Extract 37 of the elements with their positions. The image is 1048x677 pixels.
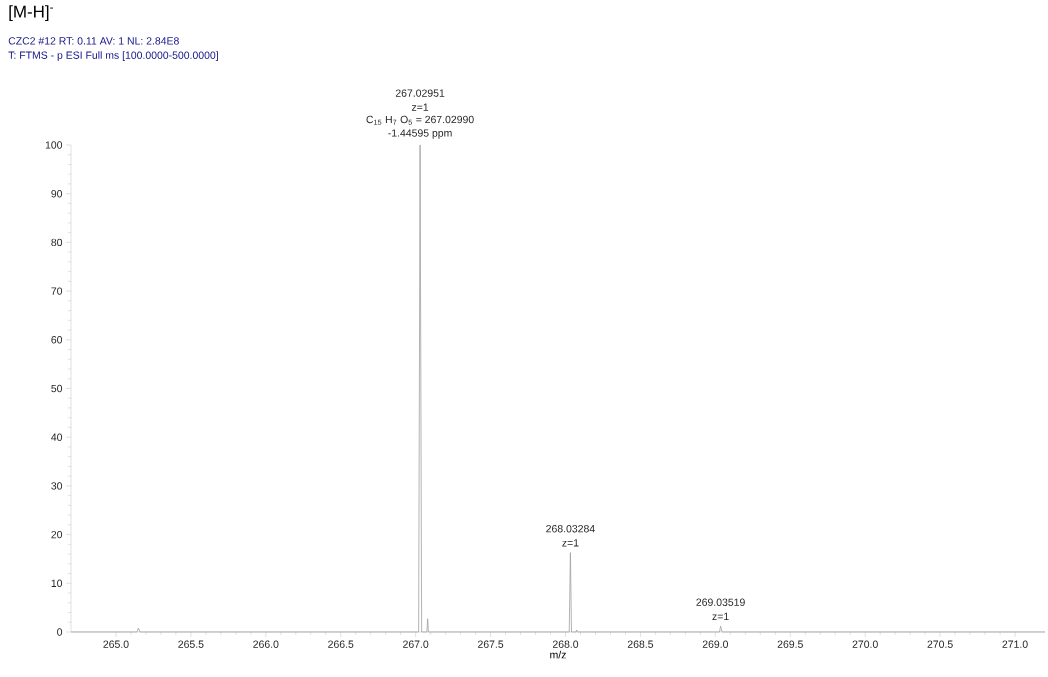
x-tick-label: 269.5 <box>777 640 803 648</box>
y-tick-label: 20 <box>51 530 63 539</box>
y-tick-label: 70 <box>51 287 63 295</box>
y-tick-label: 90 <box>51 189 63 198</box>
annotation: C$_{15}$ H$_{7}$ O$_{5}$ = 267.02990 <box>366 115 474 125</box>
x-tick-label: 265.0 <box>103 640 129 648</box>
annotation: 269.03519 <box>696 598 745 606</box>
y-tick-label: 30 <box>51 482 63 490</box>
x-tick-label: 270.5 <box>927 640 953 648</box>
chart-title: [M-H]$^{-}$ <box>9 5 54 21</box>
x-tick-label: 266.5 <box>328 640 354 648</box>
annotation: -1.44595 ppm <box>388 129 452 139</box>
x-tick-label: 268.5 <box>627 640 654 648</box>
y-tick-label: 50 <box>51 384 63 393</box>
x-tick-label: 267.0 <box>403 640 429 648</box>
x-tick-label: 265.5 <box>178 640 204 648</box>
annotation: z=1 <box>712 612 729 620</box>
y-tick-label: 0 <box>57 628 63 636</box>
x-tick-label: 268.0 <box>552 640 579 648</box>
y-tick-label: 60 <box>51 336 63 344</box>
y-tick-label: 10 <box>51 579 63 587</box>
text: z=1 <box>411 103 429 111</box>
text: T: FTMS - p ESI Full ms [100.0000-500.0000] <box>8 51 218 61</box>
text: 267.02951 <box>395 89 445 97</box>
x-tick-label: 270.0 <box>852 640 878 648</box>
x-tick-label: 269.0 <box>702 640 729 648</box>
chart-subtitle: CZC2 #12 RT: 0.11 AV: 1 NL: 2.84E8 <box>8 37 179 45</box>
line-series <box>70 144 1046 633</box>
x-tick-label: 266.0 <box>253 640 279 648</box>
annotation: 268.03284 <box>546 525 595 533</box>
x-tick-label: 271.0 <box>1002 640 1028 648</box>
y-tick-label: 100 <box>45 141 63 149</box>
annotation: z=1 <box>562 539 579 547</box>
y-tick-label: 80 <box>51 238 63 247</box>
y-tick-label: 40 <box>51 433 63 441</box>
x-axis-title: m/z <box>550 650 566 659</box>
x-tick-label: 267.5 <box>478 640 504 648</box>
